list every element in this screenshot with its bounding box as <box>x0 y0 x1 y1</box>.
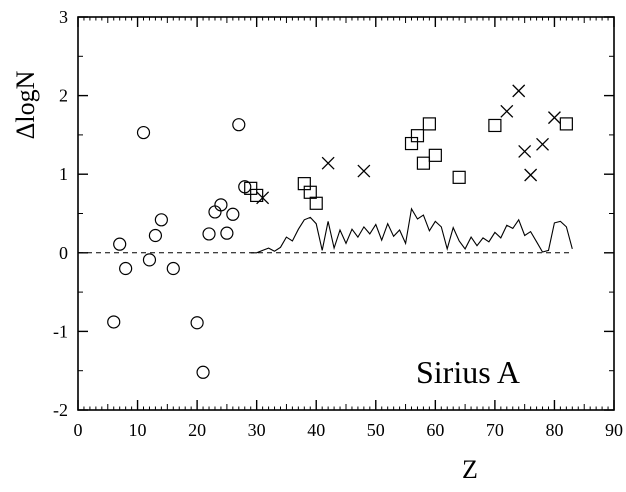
cross-point <box>547 111 561 125</box>
circle-point <box>214 198 228 212</box>
x-tick-label: 70 <box>486 420 504 440</box>
circle-point <box>202 227 216 241</box>
profile-line <box>250 207 573 254</box>
sirius-a-annotation: Sirius A <box>416 354 520 390</box>
square-point <box>309 196 323 210</box>
x-tick-label: 0 <box>74 420 83 440</box>
y-tick-labels: -2 -1 0 1 2 3 <box>53 7 68 420</box>
x-tick-label: 30 <box>248 420 266 440</box>
x-axis-title: Z <box>462 455 478 484</box>
square-point <box>422 117 436 131</box>
x-tick-label: 90 <box>605 420 623 440</box>
cross-point <box>536 137 549 151</box>
circle-point <box>136 125 151 140</box>
x-tick-labels: 0 10 20 30 40 50 60 70 80 90 <box>74 420 624 440</box>
cross-point <box>500 104 514 118</box>
circle-point <box>142 253 157 267</box>
square-point <box>416 156 431 170</box>
cross-point <box>524 168 538 182</box>
x-tick-label: 50 <box>367 420 385 440</box>
circle-point <box>196 365 210 379</box>
circle-point <box>119 261 133 276</box>
circle-point <box>208 205 222 219</box>
circle-point <box>232 118 246 132</box>
circle-point <box>220 226 234 240</box>
y-tick-label: 3 <box>59 7 68 27</box>
major-ticks <box>77 16 615 411</box>
square-point <box>410 129 425 143</box>
y-tick-label: -2 <box>53 400 68 420</box>
circle-point <box>190 316 204 330</box>
x-tick-label: 40 <box>307 420 325 440</box>
x-tick-label: 10 <box>129 420 147 440</box>
circle-point <box>154 213 168 227</box>
square-point <box>559 117 573 131</box>
data-series <box>107 84 573 379</box>
y-tick-label: -1 <box>53 321 68 341</box>
y-tick-label: 0 <box>59 243 68 263</box>
y-tick-label: 2 <box>59 86 68 106</box>
cross-point <box>512 84 526 98</box>
square-point <box>428 148 442 162</box>
square-point <box>488 118 502 133</box>
x-tick-label: 60 <box>426 420 444 440</box>
minor-ticks <box>78 17 614 410</box>
circle-point <box>107 315 121 329</box>
x-tick-label: 20 <box>188 420 206 440</box>
y-tick-label: 1 <box>59 164 68 184</box>
plot-area <box>77 16 615 411</box>
cross-point <box>357 164 371 178</box>
square-point <box>452 170 466 184</box>
circle-point <box>148 228 163 243</box>
circle-point <box>226 207 240 221</box>
x-tick-label: 80 <box>545 420 563 440</box>
cross-point <box>321 156 335 170</box>
square-point <box>250 188 264 203</box>
cross-point <box>256 191 270 205</box>
y-axis-title: ΔlogN <box>11 70 40 139</box>
circle-point <box>113 237 127 251</box>
circle-point <box>166 261 180 276</box>
cross-point <box>518 144 532 158</box>
